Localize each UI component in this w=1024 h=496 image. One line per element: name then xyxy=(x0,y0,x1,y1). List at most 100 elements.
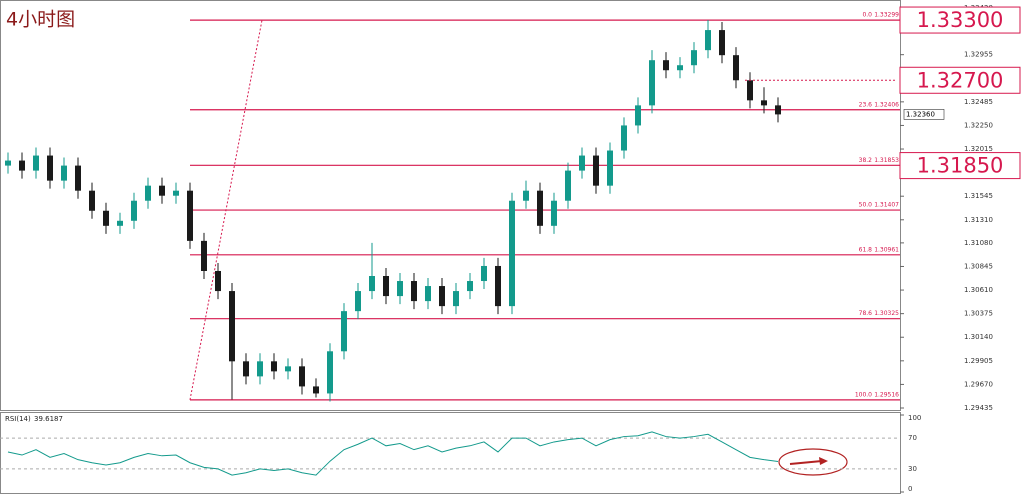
candle-body xyxy=(341,311,347,352)
y-tick-label: 1.32485 xyxy=(964,98,993,106)
annotation-box xyxy=(899,66,1021,94)
candle-body xyxy=(257,361,263,377)
candle-body xyxy=(537,190,543,226)
candle-body xyxy=(719,30,725,56)
candle-body xyxy=(369,276,375,292)
fib-level: 38.2 xyxy=(859,157,873,164)
candle-body xyxy=(481,265,487,282)
rsi-tick-label: 30 xyxy=(908,465,917,473)
fib-level: 78.6 xyxy=(859,310,873,317)
current-price-box xyxy=(903,109,945,120)
price-panel xyxy=(0,0,901,411)
candle-body xyxy=(215,270,221,292)
y-tick-label: 1.32015 xyxy=(964,145,993,153)
candle-body xyxy=(327,351,333,394)
arrow-head xyxy=(819,457,828,465)
y-tick-label: 1.29435 xyxy=(964,404,993,412)
fib-level: 61.8 xyxy=(859,246,873,253)
candle-body xyxy=(103,210,109,226)
rsi-panel xyxy=(0,412,901,494)
rsi-tick-label: 70 xyxy=(908,434,917,442)
fib-price: 1.33299 xyxy=(874,12,899,19)
candle-body xyxy=(705,30,711,51)
candle-body xyxy=(523,190,529,201)
candle-body xyxy=(495,265,501,307)
rsi-tick-label: 100 xyxy=(908,414,921,422)
candle-body xyxy=(677,65,683,71)
candle-body xyxy=(145,185,151,201)
candle-body xyxy=(299,366,305,387)
candle-body xyxy=(607,150,613,186)
fib-price: 1.30961 xyxy=(874,246,899,253)
candle-body xyxy=(5,160,11,166)
candle-body xyxy=(425,286,431,302)
rsi-current: 39.6187 xyxy=(34,415,63,423)
candle-body xyxy=(47,155,53,181)
fib-price: 1.29516 xyxy=(874,391,899,398)
highlight-ellipse xyxy=(778,448,848,476)
candle-body xyxy=(551,200,557,226)
y-tick-label: 1.29905 xyxy=(964,357,993,365)
candle-body xyxy=(635,105,641,126)
y-tick-label: 1.32250 xyxy=(964,121,993,129)
y-tick-label: 1.30610 xyxy=(964,286,993,294)
fib-price: 1.32406 xyxy=(874,101,899,108)
candle-body xyxy=(61,165,67,181)
arrow xyxy=(789,460,823,465)
candle-body xyxy=(271,361,277,372)
candle-body xyxy=(453,291,459,307)
candle-body xyxy=(89,190,95,211)
rsi-line xyxy=(7,431,779,476)
candle-body xyxy=(691,50,697,66)
fib-price: 1.31853 xyxy=(874,157,899,164)
chart-title: 4小时图 xyxy=(6,9,75,31)
annotation-label: 1.31850 xyxy=(917,154,1004,178)
y-tick-label: 1.32955 xyxy=(964,51,993,59)
candle-body xyxy=(593,155,599,186)
candle-body xyxy=(117,220,123,226)
candle-body xyxy=(621,125,627,151)
current-price-label: 1.32360 xyxy=(906,110,935,118)
fib-level: 0.0 xyxy=(862,12,872,19)
candle-body xyxy=(509,200,515,307)
fib-price: 1.31407 xyxy=(874,202,899,209)
candle-body xyxy=(411,281,417,302)
candle-body xyxy=(229,291,235,362)
y-tick-label: 1.31310 xyxy=(964,216,993,224)
fib-level: 23.6 xyxy=(859,101,873,108)
annotation-box xyxy=(899,6,1021,34)
candle-body xyxy=(397,281,403,297)
candle-body xyxy=(173,190,179,196)
candle-body xyxy=(187,190,193,241)
candle-body xyxy=(649,60,655,106)
candle-body xyxy=(243,361,249,377)
candle-body xyxy=(313,386,319,394)
fib-price: 1.30325 xyxy=(874,310,899,317)
rsi-tick-label: 0 xyxy=(908,485,912,493)
candle-body xyxy=(439,286,445,307)
y-tick-label: 1.30845 xyxy=(964,262,993,270)
candle-body xyxy=(19,160,25,171)
candle-body xyxy=(565,170,571,201)
y-tick-label: 1.29670 xyxy=(964,380,993,388)
y-tick-label: 1.30140 xyxy=(964,333,993,341)
candle-body xyxy=(467,281,473,292)
annotation-label: 1.33300 xyxy=(917,8,1004,32)
annotation-label: 1.32700 xyxy=(917,68,1004,92)
candle-body xyxy=(285,366,291,372)
candle-body xyxy=(663,60,669,71)
y-tick-label: 1.30375 xyxy=(964,310,993,318)
candle-body xyxy=(775,105,781,115)
candle-body xyxy=(159,185,165,196)
candle-body xyxy=(201,240,207,271)
y-tick-label: 1.31545 xyxy=(964,192,993,200)
candle-body xyxy=(579,155,585,171)
candle-body xyxy=(733,55,739,81)
annotation-box xyxy=(899,152,1021,180)
candle-body xyxy=(33,155,39,171)
candle-body xyxy=(747,80,753,101)
candle-body xyxy=(355,291,361,312)
y-tick-label: 1.31080 xyxy=(964,239,993,247)
fib-level: 100.0 xyxy=(855,391,872,398)
